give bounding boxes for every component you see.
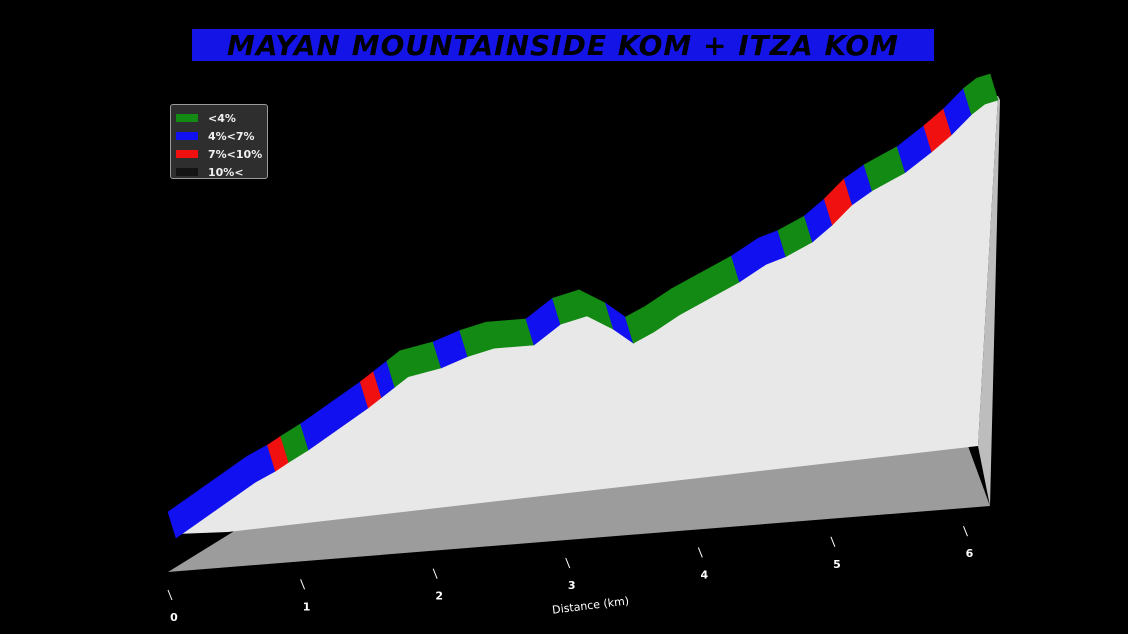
- profile-end-cap: [978, 96, 1000, 506]
- x-tick-mark: [963, 525, 968, 537]
- legend-item-lt4: <4%: [176, 109, 267, 127]
- legend-label-7to10: 7%<10%: [208, 147, 263, 161]
- legend: <4% 4%<7% 7%<10% 10%<: [170, 104, 268, 179]
- profile-segment: [485, 318, 535, 349]
- legend-item-gt10: 10%<: [176, 163, 267, 181]
- legend-label-4to7: 4%<7%: [208, 129, 255, 143]
- legend-swatch-4to7: [176, 132, 198, 140]
- x-tick-mark: [167, 589, 173, 601]
- chart-title-box: Mayan Mountainside KOM + Itza KOM: [192, 28, 934, 62]
- x-axis-label: Distance (km): [551, 594, 629, 616]
- legend-swatch-gt10: [176, 168, 198, 176]
- x-tick-mark: [300, 579, 306, 590]
- x-tick-label: 1: [303, 600, 311, 613]
- x-tick-mark: [830, 536, 836, 547]
- x-tick-label: 3: [568, 579, 576, 592]
- x-tick-label: 5: [833, 558, 841, 571]
- x-tick-label: 2: [435, 590, 443, 603]
- profile-segment: [976, 73, 999, 105]
- legend-item-4to7: 4%<7%: [176, 127, 267, 145]
- x-axis: 0 1 2 3 4 5 6: [167, 525, 974, 624]
- chart-title: Mayan Mountainside KOM + Itza KOM: [226, 28, 900, 62]
- legend-swatch-lt4: [176, 114, 198, 122]
- x-tick-mark: [565, 557, 571, 569]
- x-tick-label: 0: [170, 611, 178, 624]
- x-tick-label: 6: [966, 547, 974, 560]
- x-tick-mark: [697, 547, 703, 558]
- x-tick-label: 4: [700, 568, 708, 581]
- legend-swatch-7to10: [176, 150, 198, 158]
- legend-label-gt10: 10%<: [208, 165, 244, 179]
- profile-floor: [168, 446, 990, 572]
- x-tick-mark: [432, 568, 438, 579]
- legend-label-lt4: <4%: [208, 111, 236, 125]
- legend-item-7to10: 7%<10%: [176, 145, 267, 163]
- profile-ribbon: [167, 73, 999, 539]
